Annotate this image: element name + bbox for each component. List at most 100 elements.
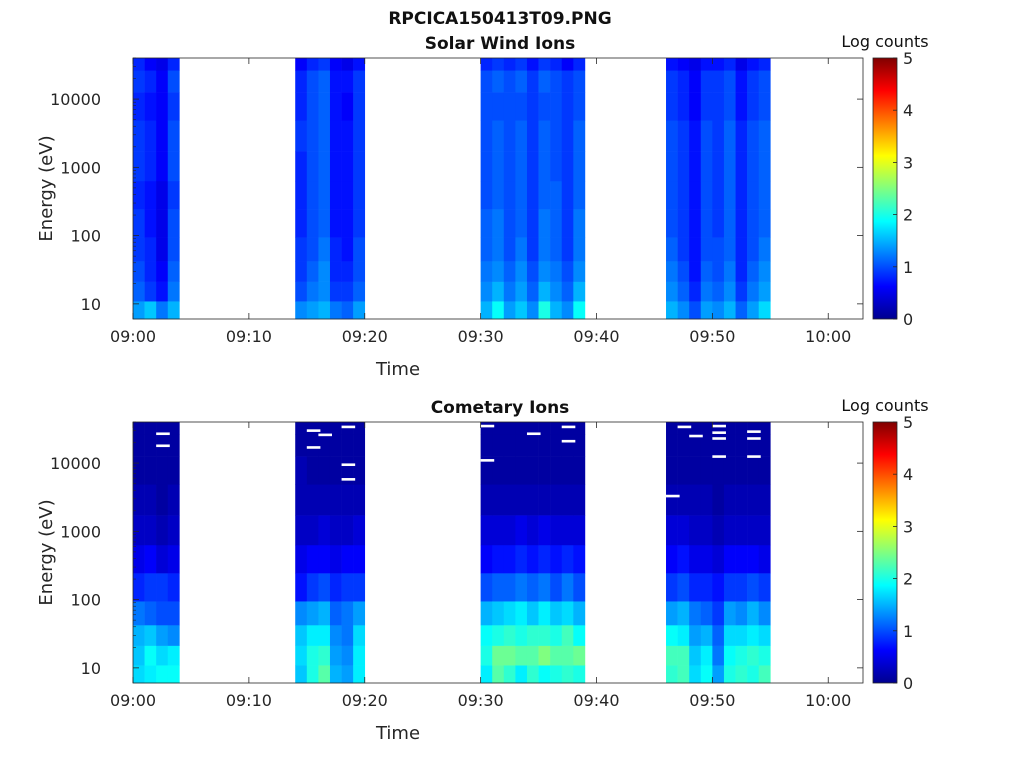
heatmap-cell	[689, 209, 702, 238]
heatmap-cell	[723, 484, 736, 516]
heatmap-cell	[480, 120, 493, 152]
heatmap-cell	[561, 645, 574, 666]
heatmap-cell	[666, 544, 678, 574]
heatmap-cell	[133, 92, 145, 121]
heatmap-cell	[689, 515, 702, 546]
heatmap-cell	[515, 456, 528, 485]
heatmap-cell	[353, 120, 366, 152]
heatmap-cell	[538, 237, 551, 262]
heatmap-cell	[492, 434, 505, 457]
heatmap-cell	[306, 573, 319, 602]
heatmap-cell	[133, 665, 145, 684]
heatmap-cell	[573, 92, 586, 121]
heatmap-cell	[341, 645, 354, 666]
heatmap-cell	[353, 237, 366, 262]
heatmap-cell	[689, 665, 702, 684]
heatmap-cell	[758, 484, 771, 516]
heatmap-cell	[167, 180, 180, 210]
heatmap-cell	[306, 301, 319, 320]
heatmap-cell	[353, 151, 366, 182]
heatmap-cell	[735, 92, 748, 121]
heatmap-cell	[480, 209, 493, 238]
heatmap-cell	[573, 151, 586, 182]
heatmap-cell	[712, 151, 725, 182]
white-mark	[306, 446, 321, 449]
heatmap-cell	[538, 301, 551, 320]
heatmap-cell	[723, 58, 736, 71]
colorbar-tick-label: 1	[903, 258, 913, 277]
heatmap-cell	[712, 601, 725, 626]
heatmap-cell	[712, 645, 725, 666]
y-tick-label: 10	[81, 295, 101, 314]
heatmap-cell	[295, 625, 308, 646]
heatmap-cell	[550, 515, 563, 546]
heatmap-cell	[492, 209, 505, 238]
heatmap-cell	[712, 209, 725, 238]
heatmap-cell	[573, 281, 586, 302]
heatmap-cell	[689, 70, 702, 93]
heatmap-cell	[353, 209, 366, 238]
heatmap-cell	[492, 151, 505, 182]
heatmap-cell	[538, 484, 551, 516]
colorbar-tick-label: 2	[903, 570, 913, 589]
y-tick-label: 10	[81, 659, 101, 678]
heatmap-cell	[295, 151, 308, 182]
heatmap-cell	[538, 209, 551, 238]
heatmap-cell	[735, 151, 748, 182]
heatmap-cell	[318, 422, 331, 435]
white-mark	[480, 459, 495, 462]
heatmap-cell	[526, 120, 539, 152]
heatmap-cell	[550, 573, 563, 602]
heatmap-cell	[167, 515, 180, 546]
heatmap-cell	[318, 645, 331, 666]
heatmap-cell	[526, 237, 539, 262]
panel-title: Cometary Ions	[431, 398, 570, 418]
heatmap-cell	[156, 237, 169, 262]
heatmap-cell	[561, 573, 574, 602]
panel-cometary-ions: 09:00 09:10 09:20 09:30 09:40 09:50 10:0010100…	[36, 396, 929, 744]
heatmap-cell	[515, 625, 528, 646]
heatmap-cell	[295, 456, 308, 485]
heatmap-cell	[167, 601, 180, 626]
heatmap-cell	[723, 209, 736, 238]
heatmap-cell	[353, 261, 366, 282]
heatmap-cell	[526, 58, 539, 71]
heatmap-cell	[747, 237, 760, 262]
heatmap-cell	[144, 484, 157, 516]
heatmap-cell	[758, 261, 771, 282]
heatmap-cell	[677, 434, 690, 457]
heatmap-cell	[503, 601, 516, 626]
heatmap-cell	[735, 120, 748, 152]
heatmap-cell	[295, 422, 308, 435]
heatmap-cell	[306, 261, 319, 282]
heatmap-cell	[515, 601, 528, 626]
heatmap-cell	[515, 645, 528, 666]
heatmap-cell	[306, 456, 319, 485]
heatmap-cell	[677, 237, 690, 262]
heatmap-cell	[526, 301, 539, 320]
heatmap-cell	[144, 645, 157, 666]
heatmap-cell	[758, 209, 771, 238]
heatmap-cell	[550, 625, 563, 646]
heatmap-cell	[167, 301, 180, 320]
heatmap-cell	[689, 434, 702, 457]
colorbar-tick-label: 0	[903, 310, 913, 329]
heatmap-cell	[712, 237, 725, 262]
heatmap-cell	[133, 422, 145, 435]
heatmap-cell	[677, 70, 690, 93]
heatmap-cell	[492, 484, 505, 516]
colorbar-tick-label: 4	[903, 465, 913, 484]
heatmap-cell	[318, 151, 331, 182]
panel-title: Solar Wind Ions	[425, 34, 576, 54]
heatmap-cell	[526, 70, 539, 93]
heatmap-cell	[573, 301, 586, 320]
colorbar-label: Log counts	[841, 396, 928, 415]
heatmap-cell	[666, 515, 678, 546]
heatmap-cell	[515, 261, 528, 282]
heatmap-cell	[526, 209, 539, 238]
heatmap-cell	[329, 237, 342, 262]
heatmap-cell	[492, 573, 505, 602]
heatmap-cell	[480, 484, 493, 516]
heatmap-cell	[700, 456, 713, 485]
heatmap-cell	[526, 180, 539, 210]
